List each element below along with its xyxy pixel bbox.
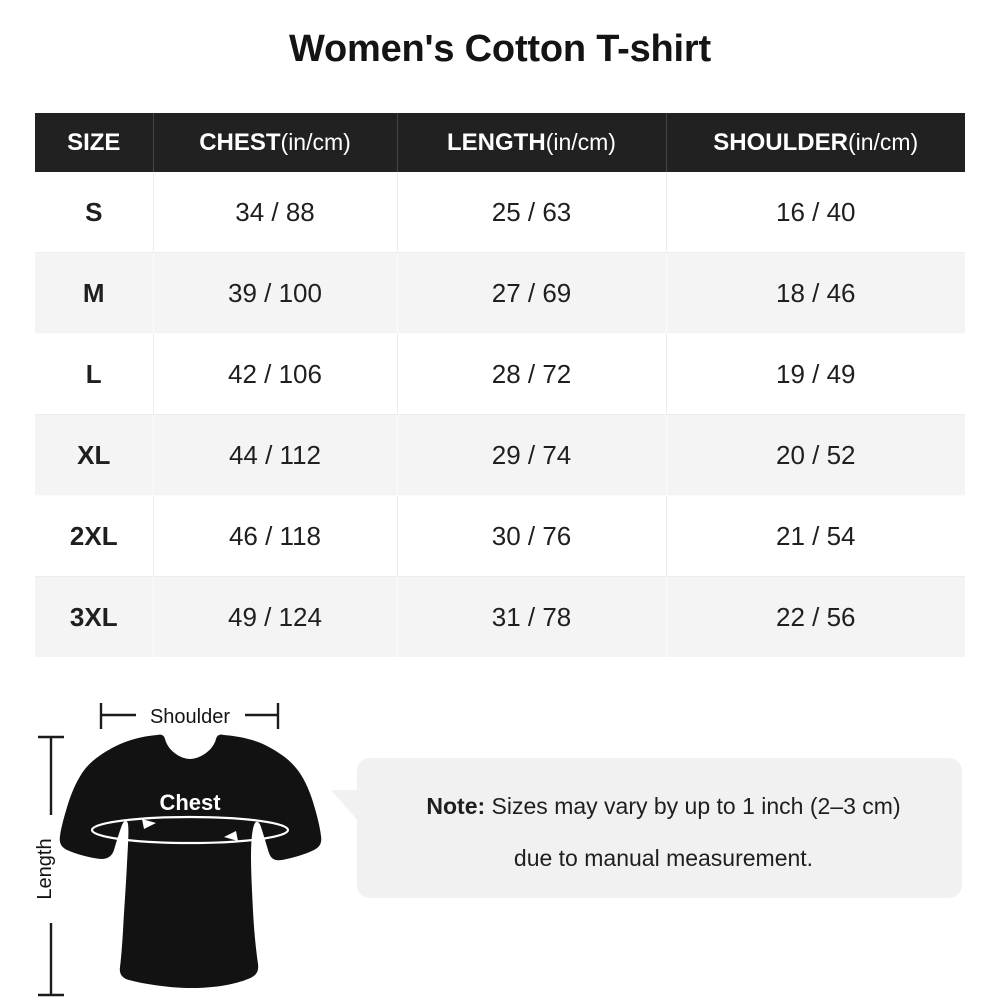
- column-header-shoulder-label: SHOULDER: [713, 128, 848, 156]
- table-row: 3XL 49 / 124 31 / 78 22 / 56: [35, 576, 965, 657]
- shoulder-dimension-line: [99, 703, 280, 729]
- column-header-size-label: SIZE: [67, 128, 121, 156]
- cell-size: M: [35, 252, 154, 334]
- cell-size: 3XL: [35, 576, 154, 657]
- shoulder-label: Shoulder: [150, 706, 230, 728]
- cell-chest: 46 / 118: [153, 495, 398, 577]
- cell-size: 2XL: [35, 495, 154, 577]
- table-header-row: SIZE CHEST(in/cm) LENGTH(in/cm) SHOULDER…: [35, 113, 965, 172]
- cell-length: 25 / 63: [397, 172, 667, 253]
- table-body: S 34 / 88 25 / 63 16 / 40 M 39 / 100 27 …: [35, 172, 965, 657]
- column-header-chest: CHEST(in/cm): [153, 113, 398, 172]
- length-dimension-line: [38, 735, 64, 997]
- cell-shoulder: 18 / 46: [666, 252, 965, 334]
- cell-shoulder: 22 / 56: [666, 576, 965, 657]
- note-label: Note:: [426, 793, 486, 819]
- size-chart-table: SIZE CHEST(in/cm) LENGTH(in/cm) SHOULDER…: [35, 113, 965, 657]
- page-title: Women's Cotton T-shirt: [289, 28, 711, 70]
- column-header-shoulder: SHOULDER(in/cm): [666, 113, 965, 172]
- column-header-length: LENGTH(in/cm): [397, 113, 667, 172]
- cell-chest: 42 / 106: [153, 333, 398, 415]
- cell-size: S: [35, 172, 154, 253]
- measurement-illustration: Shoulder Length Chest: [0, 655, 1000, 1000]
- column-header-size: SIZE: [35, 113, 154, 172]
- column-header-chest-unit: (in/cm): [280, 128, 351, 155]
- tshirt-silhouette: [59, 734, 322, 988]
- cell-chest: 44 / 112: [153, 414, 398, 496]
- table-row: XL 44 / 112 29 / 74 20 / 52: [35, 414, 965, 496]
- column-header-length-unit: (in/cm): [545, 128, 616, 155]
- note-callout: Note: Sizes may vary by up to 1 inch (2–…: [331, 758, 962, 898]
- chest-label: Chest: [159, 790, 221, 815]
- cell-shoulder: 19 / 49: [666, 333, 965, 415]
- cell-shoulder: 16 / 40: [666, 172, 965, 253]
- cell-shoulder: 21 / 54: [666, 495, 965, 577]
- note-text-1: Sizes may vary by up to 1 inch (2–3 cm): [485, 793, 901, 819]
- cell-size: XL: [35, 414, 154, 496]
- note-callout-tail: [331, 790, 359, 822]
- note-line-2: due to manual measurement.: [513, 845, 814, 871]
- table-header: SIZE CHEST(in/cm) LENGTH(in/cm) SHOULDER…: [35, 113, 965, 172]
- cell-length: 30 / 76: [397, 495, 667, 577]
- cell-size: L: [35, 333, 154, 415]
- cell-chest: 39 / 100: [153, 252, 398, 334]
- cell-shoulder: 20 / 52: [666, 414, 965, 496]
- table-row: M 39 / 100 27 / 69 18 / 46: [35, 252, 965, 334]
- cell-chest: 34 / 88: [153, 172, 398, 253]
- cell-length: 28 / 72: [397, 333, 667, 415]
- length-label: Length: [34, 838, 56, 899]
- table-row: S 34 / 88 25 / 63 16 / 40: [35, 172, 965, 253]
- cell-length: 29 / 74: [397, 414, 667, 496]
- column-header-length-label: LENGTH: [447, 128, 546, 156]
- note-line-1: Note: Sizes may vary by up to 1 inch (2–…: [395, 780, 932, 832]
- column-header-chest-label: CHEST: [199, 128, 281, 156]
- column-header-shoulder-unit: (in/cm): [847, 128, 919, 155]
- tshirt-diagram: Shoulder Length Chest: [34, 703, 322, 997]
- chest-measure-ellipse: [90, 815, 290, 845]
- cell-length: 31 / 78: [397, 576, 667, 657]
- table-row: L 42 / 106 28 / 72 19 / 49: [35, 333, 965, 415]
- cell-length: 27 / 69: [397, 252, 667, 334]
- table-row: 2XL 46 / 118 30 / 76 21 / 54: [35, 495, 965, 577]
- cell-chest: 49 / 124: [153, 576, 398, 657]
